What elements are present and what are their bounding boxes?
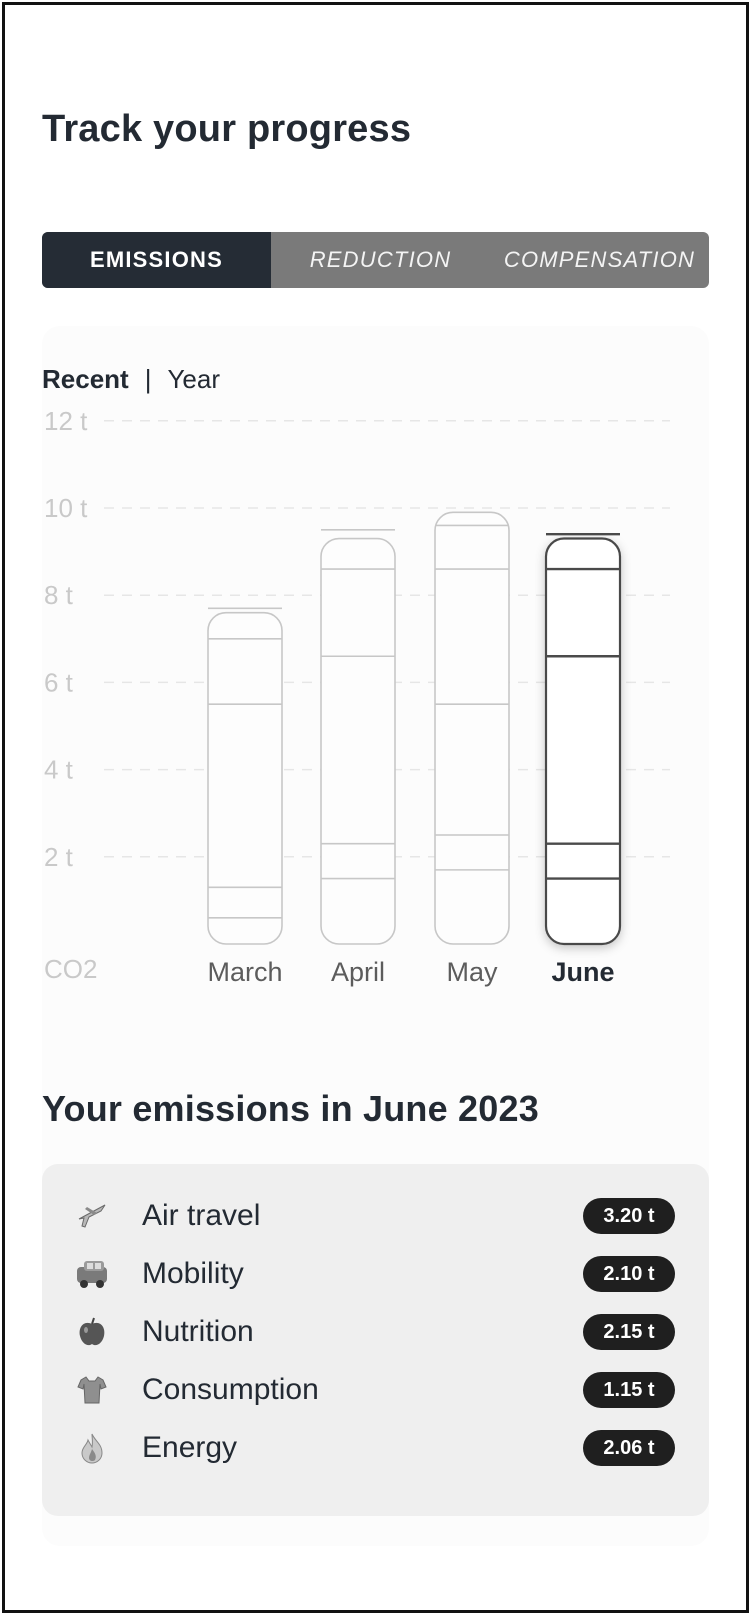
bar-march (207, 611, 283, 945)
emission-value-badge: 2.06 t (583, 1430, 675, 1466)
period-separator: | (144, 364, 152, 394)
y-tick-label: 8 t (44, 580, 74, 610)
list-item-label: Mobility (142, 1257, 244, 1290)
tab-bar: EMISSIONS REDUCTION COMPENSATION (42, 232, 709, 288)
x-tick-label: April (331, 957, 385, 987)
bar-june (544, 537, 622, 946)
list-item-label: Energy (142, 1431, 238, 1464)
apple-icon (74, 1314, 110, 1350)
emission-value-badge: 1.15 t (583, 1372, 675, 1408)
emission-value-badge: 2.10 t (583, 1256, 675, 1292)
period-recent-button[interactable]: Recent (42, 364, 129, 394)
x-tick-label: June (551, 957, 614, 987)
list-item-consumption[interactable]: Consumption 1.15 t (42, 1370, 709, 1410)
y-tick-label: 10 t (44, 493, 88, 523)
list-item-nutrition[interactable]: Nutrition 2.15 t (42, 1312, 709, 1352)
list-item-mobility[interactable]: Mobility 2.10 t (42, 1254, 709, 1294)
bar-may (434, 511, 510, 945)
list-item-air-travel[interactable]: Air travel 3.20 t (42, 1196, 709, 1236)
fire-icon (74, 1430, 110, 1466)
x-tick-label: May (446, 957, 498, 987)
y-tick-label: 4 t (44, 755, 74, 785)
page-title: Track your progress (42, 108, 412, 150)
list-item-label: Air travel (142, 1199, 261, 1232)
emissions-chart: 2 t 4 t 6 t 8 t 10 t 12 t CO2 March April May June (44, 406, 670, 987)
y-unit-label: CO2 (44, 954, 97, 984)
shirt-icon (74, 1372, 110, 1408)
x-tick-label: March (207, 957, 282, 987)
period-year-button[interactable]: Year (167, 364, 221, 394)
airplane-icon (74, 1198, 110, 1234)
list-item-energy[interactable]: Energy 2.06 t (42, 1428, 709, 1468)
list-item-label: Nutrition (142, 1315, 254, 1348)
bar-april (320, 537, 396, 945)
emission-value-badge: 2.15 t (583, 1314, 675, 1350)
tab-emissions[interactable]: EMISSIONS (42, 232, 271, 288)
emission-value-badge: 3.20 t (583, 1198, 675, 1234)
list-item-label: Consumption (142, 1373, 319, 1406)
emissions-list: Air travel 3.20 t Mobility 2.10 t Nutrit… (42, 1164, 709, 1516)
y-tick-label: 2 t (44, 842, 74, 872)
period-toggle: Recent | Year (42, 364, 220, 395)
car-icon (74, 1256, 110, 1292)
emissions-section-title: Your emissions in June 2023 (42, 1088, 539, 1129)
tab-reduction[interactable]: REDUCTION (309, 247, 452, 272)
y-tick-label: 12 t (44, 406, 88, 436)
y-tick-label: 6 t (44, 667, 74, 697)
tab-compensation[interactable]: COMPENSATION (503, 247, 696, 272)
